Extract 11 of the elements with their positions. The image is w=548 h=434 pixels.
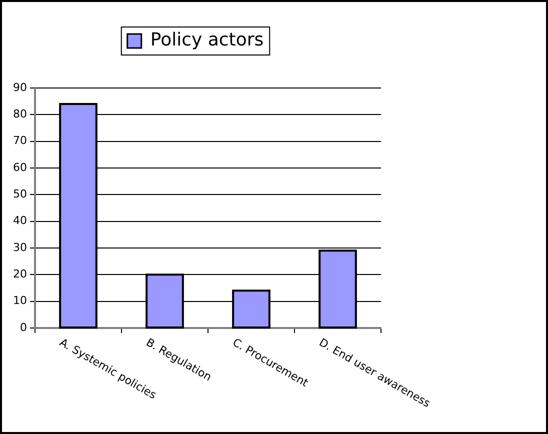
y-tick-label: 30: [12, 240, 27, 254]
y-tick-label: 10: [12, 294, 27, 308]
y-tick-label: 60: [12, 160, 27, 174]
y-tick-label: 80: [12, 108, 27, 121]
y-tick-label: 20: [12, 268, 27, 281]
y-tick-label: 40: [12, 214, 27, 228]
y-tick-label: 90: [12, 80, 27, 94]
y-tick-label: 70: [12, 134, 27, 148]
y-tick-label: 0: [20, 320, 27, 334]
y-tick-label: 50: [12, 188, 27, 201]
legend-label: Policy actors: [150, 30, 264, 51]
